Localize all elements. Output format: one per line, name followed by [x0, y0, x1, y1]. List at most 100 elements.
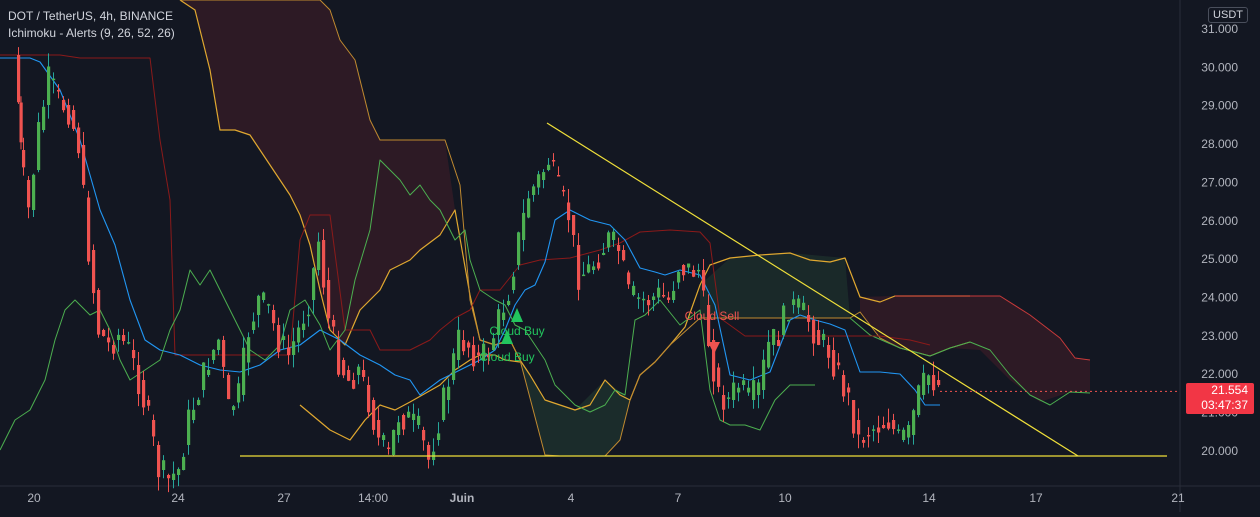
candle-body — [312, 268, 316, 300]
candle-body — [87, 197, 91, 262]
candle-body — [667, 297, 671, 300]
candle-body — [212, 349, 216, 360]
candle-body — [817, 330, 821, 345]
kijun-sen-line — [0, 54, 931, 356]
candle-body — [17, 55, 21, 103]
candle-body — [27, 180, 31, 208]
candle-body — [907, 425, 911, 438]
symbol-title[interactable]: DOT / TetherUS, 4h, BINANCE — [8, 9, 173, 23]
candle-body — [152, 420, 156, 437]
candle-body — [457, 329, 461, 360]
candle-body — [492, 338, 496, 350]
candle-body — [752, 380, 756, 400]
x-tick-label: 27 — [277, 491, 291, 505]
candle-body — [487, 355, 491, 358]
x-tick-label: 20 — [27, 491, 41, 505]
candle-body — [932, 375, 936, 391]
candle-body — [267, 304, 271, 306]
candle-body — [52, 78, 56, 81]
candle-body — [527, 198, 531, 218]
last-price-value: 21.554 — [1211, 383, 1248, 397]
candle-body — [367, 385, 371, 413]
candle-body — [862, 440, 866, 443]
time-axis[interactable]: 20 24 27 14:00 Juin 4 7 10 14 17 21 — [27, 491, 1185, 505]
candle-body — [362, 370, 366, 377]
candle-body — [742, 380, 746, 385]
candle-body — [182, 456, 186, 470]
candle-body — [807, 315, 811, 322]
candle-body — [352, 380, 356, 389]
x-tick-label: 14 — [922, 491, 936, 505]
candle-body — [437, 433, 441, 440]
candle-body — [502, 312, 506, 320]
trendlines — [240, 122, 1180, 457]
candle-body — [927, 375, 931, 385]
candle-body — [767, 341, 771, 368]
candle-body — [467, 342, 471, 348]
candle-body — [247, 337, 251, 363]
candle-body — [307, 314, 311, 317]
candle-body — [252, 321, 256, 330]
candle-body — [577, 245, 581, 290]
y-tick-label: 23.000 — [1201, 329, 1238, 343]
candle-body — [622, 250, 626, 261]
candle-body — [427, 445, 431, 460]
signal-label: Cloud Buy — [479, 350, 534, 364]
indicator-title[interactable]: Ichimoku - Alerts (9, 26, 52, 26) — [8, 26, 175, 40]
price-axis[interactable]: 31.000 30.000 29.000 28.000 27.000 26.000 25.0… — [1201, 22, 1238, 458]
candle-body — [607, 232, 611, 248]
candle-body — [37, 122, 41, 170]
senkou-span-b-upper — [895, 295, 1091, 361]
candle-body — [517, 232, 521, 265]
candle-body — [417, 415, 421, 425]
bar-countdown: 03:47:37 — [1201, 398, 1248, 412]
candle-body — [347, 370, 351, 381]
candle-body — [22, 150, 26, 168]
candle-body — [697, 269, 701, 272]
candle-body — [97, 290, 101, 335]
descending-trendline[interactable] — [546, 122, 1079, 457]
candle-body — [657, 287, 661, 298]
candle-body — [412, 413, 416, 420]
signal-label: Cloud Buy — [489, 324, 544, 338]
y-tick-label: 30.000 — [1201, 60, 1238, 74]
candle-body — [422, 430, 426, 441]
candle-body — [612, 231, 616, 240]
candle-body — [802, 302, 806, 310]
candle-body — [662, 295, 666, 297]
candle-body — [732, 382, 736, 400]
candle-body — [542, 172, 546, 180]
candle-body — [222, 340, 226, 367]
candle-body — [257, 295, 261, 315]
candle-body — [917, 385, 921, 415]
candle-body — [627, 272, 631, 285]
candle-body — [702, 270, 706, 291]
candle-body — [142, 380, 146, 408]
candle-body — [887, 422, 891, 429]
candle-body — [547, 164, 551, 170]
x-tick-label: 21 — [1171, 491, 1185, 505]
candle-body — [642, 298, 646, 301]
candle-body — [317, 241, 321, 270]
candle-body — [877, 427, 881, 433]
candle-body — [232, 406, 236, 410]
candle-body — [782, 305, 786, 335]
x-tick-label: 10 — [778, 491, 792, 505]
candle-body — [937, 380, 941, 386]
candle-body — [637, 297, 641, 299]
buy-signal-arrow — [501, 330, 513, 344]
candle-body — [202, 362, 206, 390]
candle-body — [837, 362, 841, 366]
tenkan-sen-line — [0, 57, 940, 406]
chikou-span-line — [0, 159, 815, 451]
candle-body — [187, 409, 191, 445]
candle-body — [522, 212, 526, 240]
candle-body — [172, 473, 176, 480]
candle-body — [597, 262, 601, 269]
candle-body — [277, 325, 281, 353]
currency-badge[interactable]: USDT — [1208, 7, 1248, 23]
candle-body — [647, 300, 651, 306]
candle-body — [342, 360, 346, 376]
